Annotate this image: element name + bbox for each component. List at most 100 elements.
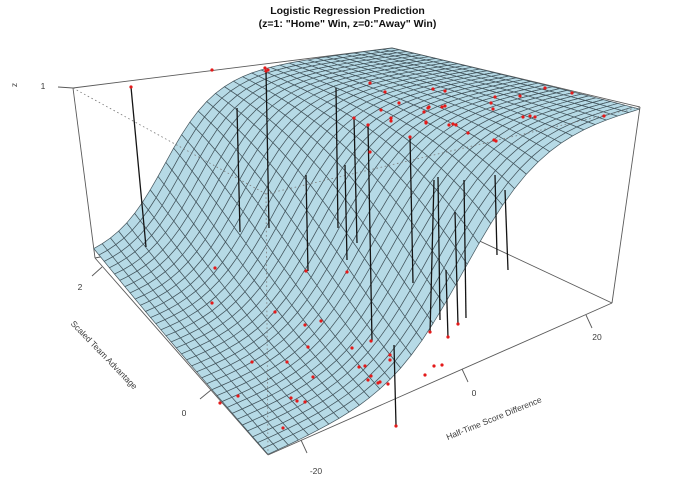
data-point (368, 150, 372, 154)
data-point (311, 375, 315, 379)
data-point (213, 266, 217, 270)
data-point (363, 364, 367, 368)
data-point (263, 66, 267, 70)
x-axis-tick (300, 439, 308, 454)
data-point (424, 120, 428, 124)
data-point (466, 131, 470, 135)
surface-mesh (93, 47, 641, 455)
data-point (389, 119, 393, 123)
residual-stick (454, 211, 459, 326)
axis-label-x: Half-Time Score Difference (445, 394, 544, 442)
data-point (518, 94, 522, 98)
data-point (306, 345, 310, 349)
data-point (533, 115, 537, 119)
data-point (491, 107, 495, 111)
x-axis-tick-label: -20 (310, 466, 323, 476)
data-point (521, 115, 525, 119)
residual-stick (130, 86, 147, 248)
data-point (446, 335, 450, 339)
data-point (350, 346, 354, 350)
y-axis-tick-label: 2 (78, 282, 83, 292)
residual-stick (305, 174, 309, 272)
data-point (357, 365, 361, 369)
data-point (427, 105, 431, 109)
data-point (285, 360, 289, 364)
residual-stick (353, 117, 358, 244)
data-point (493, 95, 497, 99)
data-point (451, 122, 455, 126)
residual-stick (409, 136, 414, 284)
data-point (428, 330, 432, 334)
residual-stick (504, 189, 509, 271)
data-point (250, 360, 254, 364)
data-point (366, 123, 370, 127)
data-point (319, 319, 323, 323)
residual-stick (393, 344, 397, 426)
data-point (289, 396, 293, 400)
data-point (264, 69, 268, 73)
data-point (218, 401, 222, 405)
residual-stick (494, 174, 498, 256)
data-point (386, 382, 390, 386)
data-point (295, 399, 299, 403)
data-point (440, 363, 444, 367)
residual-stick (344, 164, 348, 261)
data-point (304, 269, 308, 273)
data-point (408, 135, 412, 139)
data-point (494, 139, 498, 143)
data-point (422, 110, 426, 114)
z-axis-tick-label: 1 (41, 81, 46, 91)
data-point (369, 339, 373, 343)
box-edge (611, 106, 641, 304)
chart-title: Logistic Regression Prediction (270, 5, 425, 17)
data-point (454, 123, 458, 127)
box-edge (94, 257, 269, 456)
y-axis-tick-label: 0 (182, 408, 187, 418)
x-axis-tick (585, 314, 593, 329)
data-point (432, 364, 436, 368)
data-point (345, 270, 349, 274)
data-point (443, 89, 447, 93)
z-axis-tick (57, 86, 74, 89)
box-edge (72, 47, 393, 89)
data-point (443, 104, 447, 108)
data-point (388, 353, 392, 357)
data-point (303, 323, 307, 327)
residual-stick (463, 179, 467, 319)
data-point (528, 114, 532, 118)
surface-cell (262, 443, 279, 455)
data-point (236, 394, 240, 398)
box-edge (72, 87, 96, 259)
residual-stick (335, 87, 339, 229)
data-point (210, 301, 214, 305)
data-point (379, 108, 383, 112)
data-point (383, 90, 387, 94)
data-point (394, 424, 398, 428)
residual-stick (265, 70, 270, 229)
data-point (281, 426, 285, 430)
data-point (129, 85, 133, 89)
residual-stick (429, 179, 435, 334)
data-point (368, 81, 372, 85)
data-point (440, 105, 444, 109)
data-point (366, 378, 370, 382)
data-point (423, 373, 427, 377)
y-axis-tick (199, 389, 212, 400)
data-point (447, 123, 451, 127)
y-axis-tick (91, 266, 103, 277)
x-axis-tick-label: 20 (592, 332, 602, 342)
data-point (369, 374, 373, 378)
dotted-box-edge (265, 106, 641, 195)
data-point (388, 358, 392, 362)
data-point (210, 68, 214, 72)
residual-stick (437, 176, 441, 321)
axis-label-y: Scaled Team Advantage (69, 319, 140, 392)
dotted-box-edge (265, 193, 269, 456)
data-point (602, 114, 606, 118)
data-point (456, 322, 460, 326)
axis-label-z: z (9, 83, 19, 87)
data-point (570, 91, 574, 95)
data-point (273, 310, 277, 314)
